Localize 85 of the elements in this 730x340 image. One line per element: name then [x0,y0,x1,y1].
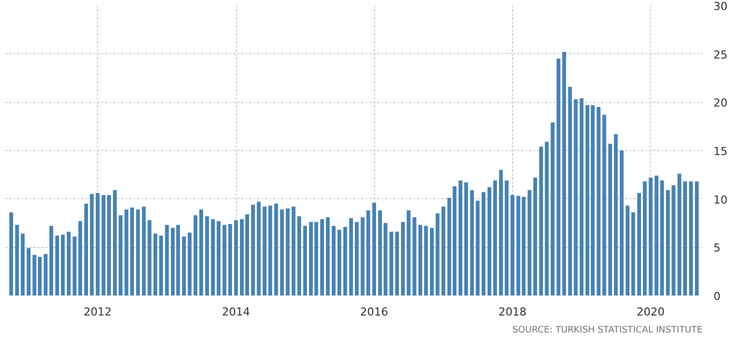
bar [528,190,532,296]
bar [689,181,693,296]
bar [568,86,572,296]
bar [292,206,296,296]
y-tick-label: 15 [714,145,728,158]
bar [78,221,82,296]
bar [476,200,480,296]
bar [648,178,653,296]
bar [66,232,71,296]
x-tick-label: 2014 [222,306,250,318]
bar [320,219,324,296]
bar [620,150,624,296]
y-tick-label: 0 [714,290,720,303]
bar [60,234,65,296]
bar [199,209,204,296]
x-tick-label: 2012 [84,306,112,318]
bar [470,190,474,296]
y-tick-label: 10 [714,193,728,206]
bar [274,204,278,296]
bar [205,216,209,296]
bar [96,193,100,296]
source-note: SOURCE: TURKISH STATISTICAL INSTITUTE [512,326,703,336]
bar [90,194,94,296]
x-tick-label: 2016 [360,306,388,318]
bar [256,202,261,296]
bar [533,178,538,296]
bar [442,206,446,296]
bar [9,212,14,296]
y-tick-label: 25 [714,48,728,62]
bar [337,230,342,296]
bar [556,58,560,296]
bar [20,234,25,296]
bar [412,217,416,296]
bar [234,220,238,296]
bar [26,248,30,296]
bar [49,226,54,296]
bar [366,210,370,296]
bar [343,226,348,296]
bar [44,254,48,296]
bar [297,216,302,296]
bar [602,114,606,296]
bar [268,206,272,296]
x-tick-label: 2020 [636,306,665,318]
bar [642,181,647,296]
bar [574,99,578,296]
y-tick-label: 30 [714,0,728,13]
bar [510,194,514,296]
bar [354,222,359,296]
bar [165,224,169,296]
bar [251,204,255,296]
bar [360,217,365,296]
bar [626,206,630,296]
bar [539,146,543,296]
bar [608,144,612,296]
bar [544,142,549,296]
bar [424,226,428,296]
bar [15,224,19,296]
bar [194,215,198,296]
bar [84,204,88,296]
bar [418,224,422,296]
bar [55,236,60,296]
bar [303,226,307,296]
bar [550,122,555,296]
bar [148,220,152,296]
bar [596,107,600,296]
bar [349,218,353,296]
x-tick-label: 2018 [498,306,526,318]
bar [332,226,336,296]
bar [280,209,284,296]
bar [637,193,641,296]
bar [614,134,618,296]
bar [482,192,486,296]
bar [262,206,266,296]
bar [286,208,290,296]
bar [580,98,584,296]
bar [136,209,140,296]
bar [142,206,146,296]
bar [72,236,76,296]
bar [631,212,636,296]
bar [694,181,699,296]
bar [326,217,330,296]
bar [562,52,566,296]
y-tick-label: 20 [714,96,728,110]
y-tick-label: 5 [714,242,720,255]
bar [372,202,376,296]
